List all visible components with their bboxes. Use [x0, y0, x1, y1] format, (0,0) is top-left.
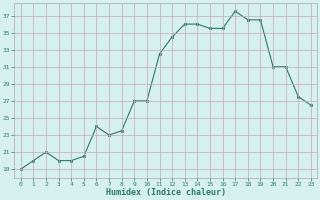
X-axis label: Humidex (Indice chaleur): Humidex (Indice chaleur) — [106, 188, 226, 197]
